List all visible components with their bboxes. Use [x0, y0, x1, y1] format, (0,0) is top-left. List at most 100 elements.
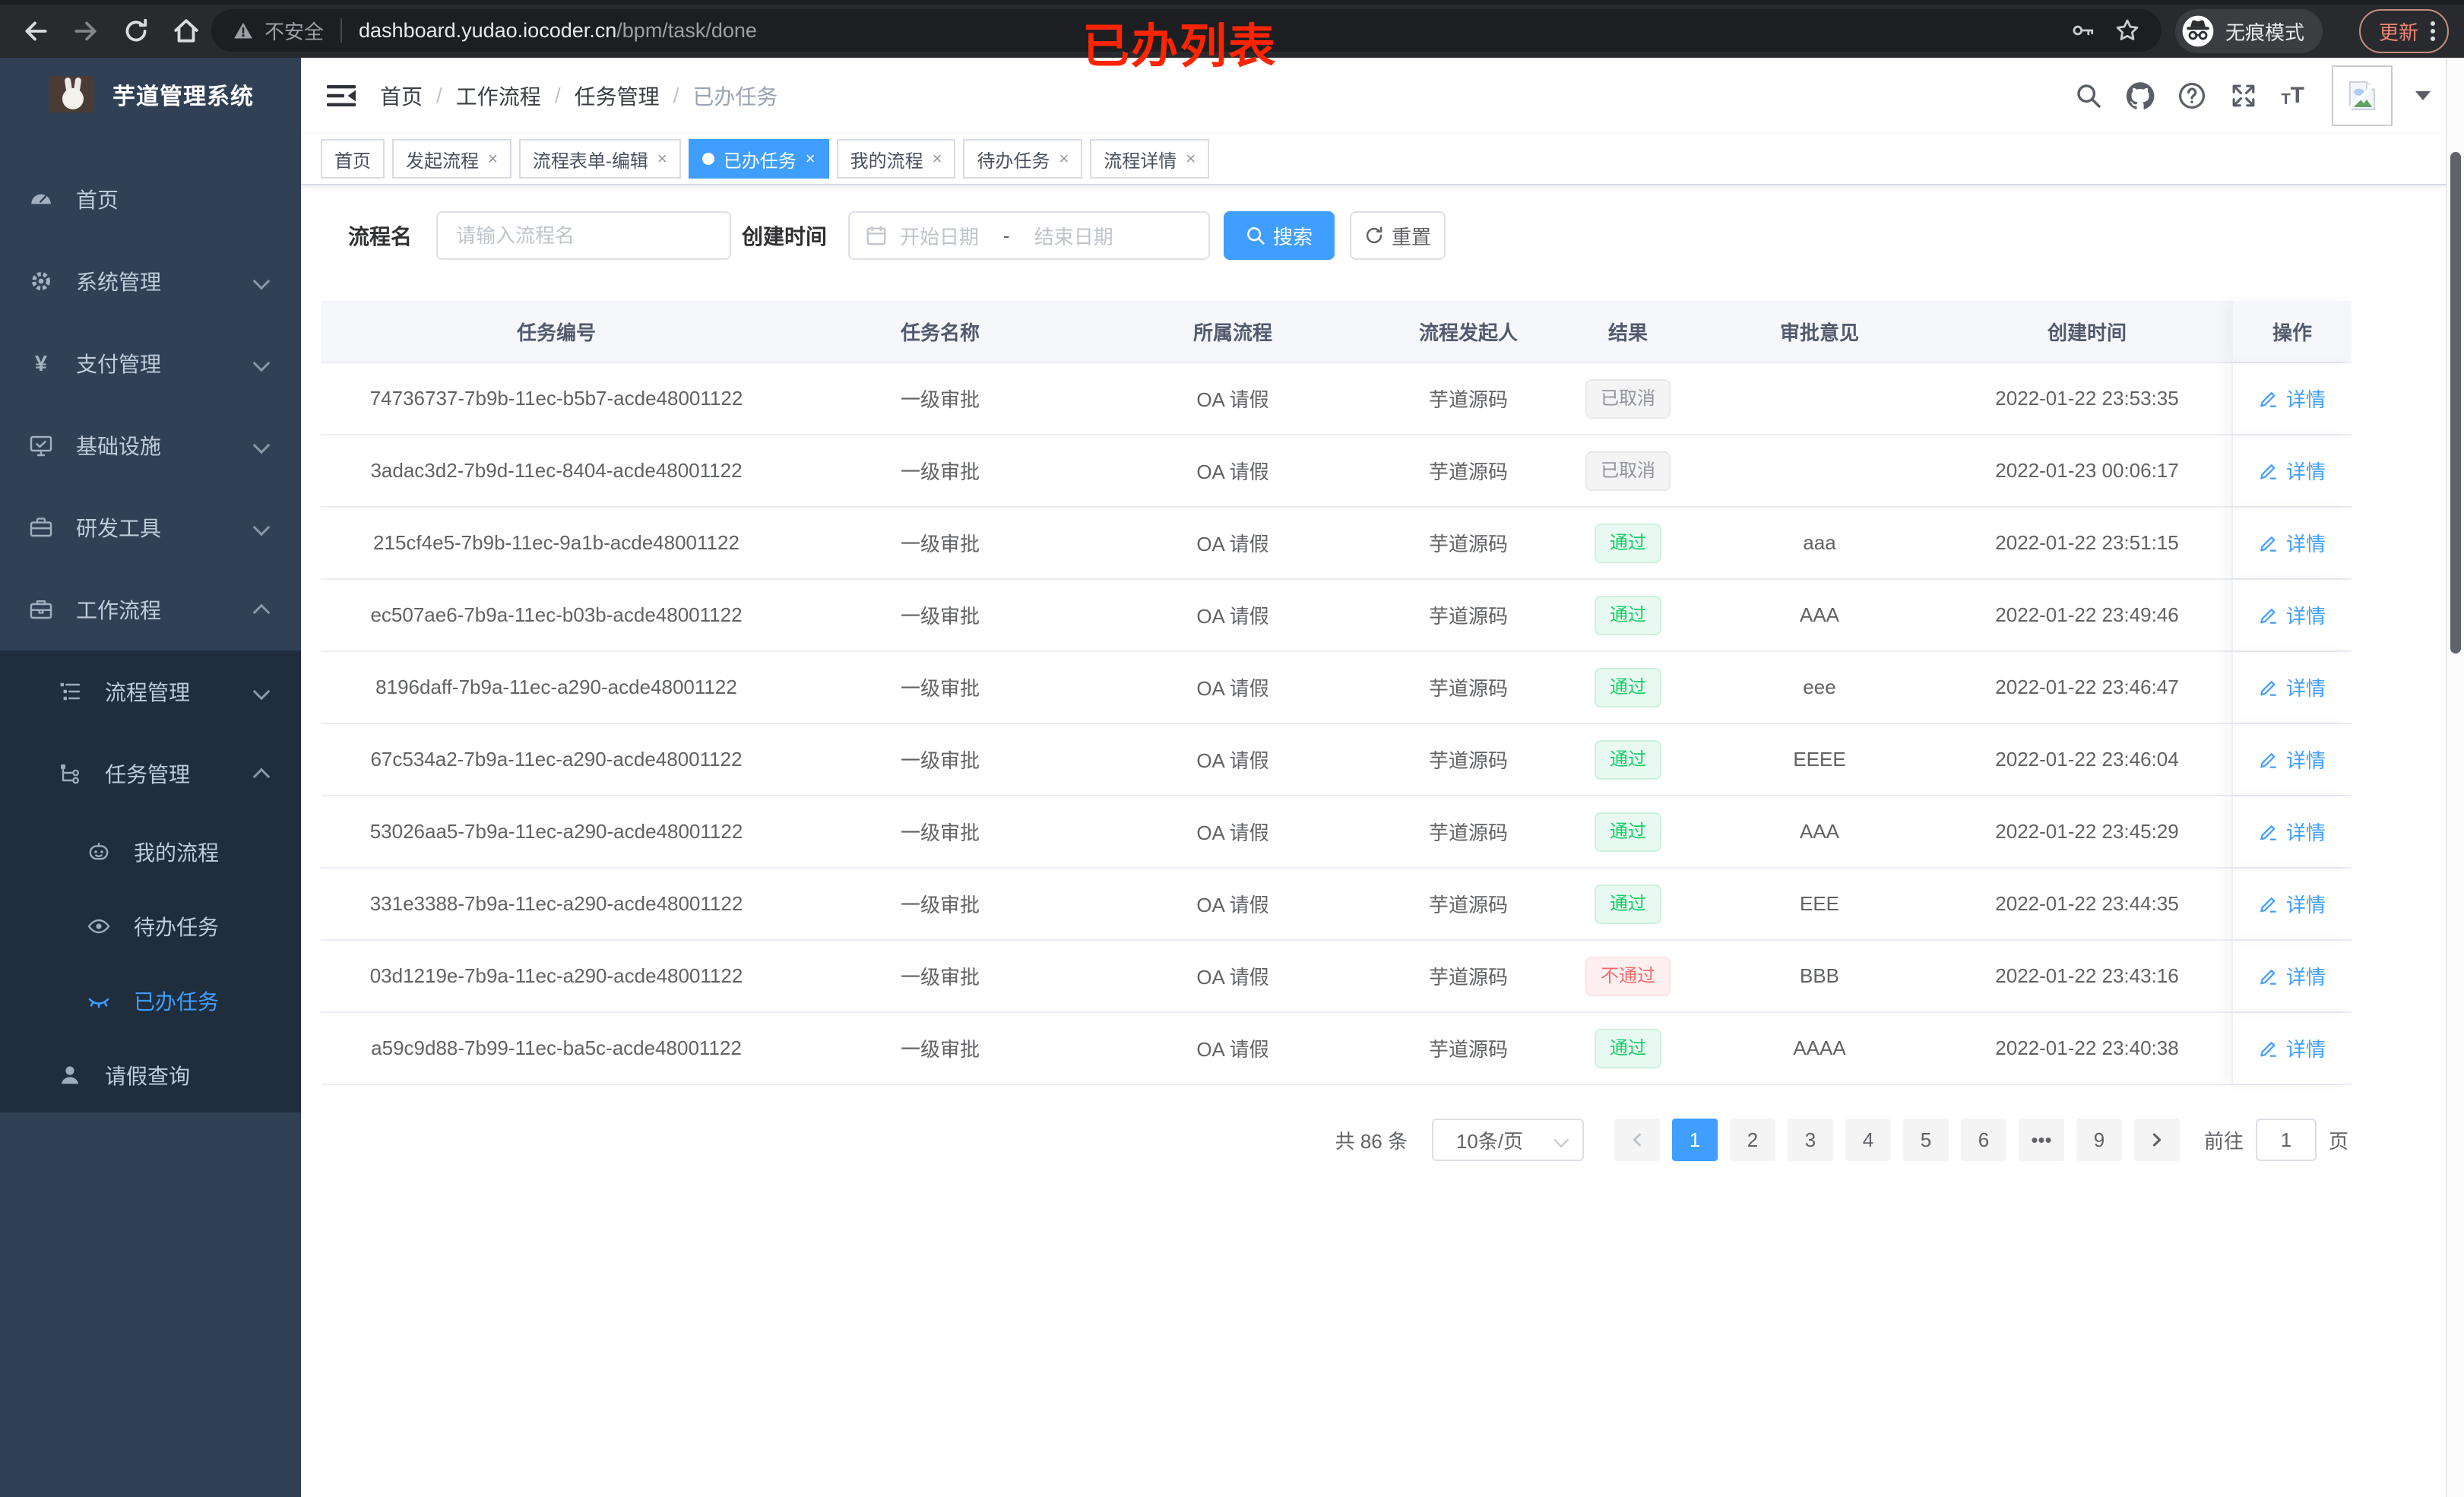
- app-logo[interactable]: 芋道管理系统: [0, 58, 301, 131]
- browser-update-button[interactable]: 更新: [2358, 9, 2449, 53]
- tab-6[interactable]: 流程详情 ×: [1090, 139, 1210, 179]
- browser-reload-icon[interactable]: [122, 17, 150, 46]
- chevron-up-icon: [252, 603, 271, 622]
- logo-image: [49, 76, 94, 112]
- cell-id: 53026aa5-7b9a-11ec-a290-acde48001122: [369, 820, 743, 843]
- tab-close-icon[interactable]: ×: [1186, 149, 1196, 168]
- sidebar-item-3[interactable]: 基础设施: [0, 404, 301, 486]
- sidebar-item-5[interactable]: 工作流程: [0, 568, 301, 650]
- sidebar-item-4[interactable]: 研发工具: [0, 486, 301, 568]
- sidebar-item-10[interactable]: 已办任务: [0, 964, 301, 1038]
- tab-3[interactable]: 已办任务 ×: [688, 139, 829, 179]
- result-badge: 通过: [1595, 595, 1661, 635]
- prev-page-button[interactable]: [1614, 1119, 1660, 1161]
- briefcase-icon: [29, 597, 53, 622]
- github-icon[interactable]: [2126, 81, 2155, 110]
- tab-2[interactable]: 流程表单-编辑 ×: [518, 139, 681, 179]
- page-button-3[interactable]: 3: [1787, 1119, 1833, 1161]
- process-name-input[interactable]: [436, 211, 732, 260]
- page-ellipsis[interactable]: •••: [2018, 1119, 2064, 1161]
- address-bar[interactable]: 不安全 dashboard.yudao.iocoder.cn/bpm/task/…: [211, 9, 2162, 52]
- page-button-2[interactable]: 2: [1729, 1119, 1775, 1161]
- detail-link[interactable]: 详情: [2259, 1034, 2326, 1062]
- cell-created: 2022-01-22 23:51:15: [1995, 531, 2179, 554]
- search-icon[interactable]: [2074, 81, 2103, 110]
- tab-1[interactable]: 发起流程 ×: [392, 139, 511, 179]
- goto-page-input[interactable]: [2255, 1119, 2317, 1161]
- tab-4[interactable]: 我的流程 ×: [836, 139, 956, 179]
- tab-close-icon[interactable]: ×: [657, 149, 667, 168]
- page-scrollbar: [2446, 58, 2464, 1497]
- breadcrumb-item-1[interactable]: 工作流程: [455, 85, 541, 109]
- page-button-1[interactable]: 1: [1671, 1119, 1718, 1161]
- cell-opinion: aaa: [1803, 531, 1836, 554]
- dashboard-icon: [29, 187, 53, 211]
- breadcrumb-item-0[interactable]: 首页: [380, 85, 423, 109]
- chevron-down-icon: [252, 436, 271, 454]
- detail-link-label: 详情: [2285, 460, 2326, 483]
- sidebar-item-1[interactable]: 系统管理: [0, 240, 301, 322]
- bookmark-star-icon[interactable]: [2114, 17, 2140, 43]
- cell-action: 详情: [2231, 580, 2352, 650]
- browser-back-icon[interactable]: [21, 17, 50, 46]
- page-button-9[interactable]: 9: [2076, 1119, 2122, 1161]
- sidebar-collapse-icon[interactable]: [327, 84, 356, 108]
- tab-close-icon[interactable]: ×: [805, 149, 816, 168]
- date-start-placeholder: 开始日期: [900, 225, 980, 248]
- scrollbar-thumb[interactable]: [2450, 152, 2461, 654]
- detail-link[interactable]: 详情: [2259, 890, 2326, 918]
- page-button-6[interactable]: 6: [1960, 1119, 2006, 1161]
- cell-process: OA 请假: [1196, 966, 1269, 989]
- date-range-picker[interactable]: 开始日期 - 结束日期: [848, 211, 1211, 260]
- help-icon[interactable]: [2177, 81, 2206, 110]
- browser-menu-icon[interactable]: [2431, 21, 2435, 41]
- search-button[interactable]: 搜索: [1224, 211, 1335, 260]
- sidebar-item-11[interactable]: 请假查询: [0, 1038, 301, 1112]
- browser-home-icon[interactable]: [172, 17, 201, 46]
- fullscreen-icon[interactable]: [2229, 81, 2258, 110]
- column-header-process: 所属流程: [1192, 321, 1272, 344]
- detail-link[interactable]: 详情: [2259, 457, 2326, 485]
- detail-link[interactable]: 详情: [2259, 601, 2326, 629]
- detail-link[interactable]: 详情: [2259, 673, 2326, 701]
- avatar[interactable]: [2332, 65, 2393, 126]
- detail-link[interactable]: 详情: [2259, 818, 2326, 846]
- cell-process: OA 请假: [1196, 677, 1269, 700]
- breadcrumb-item-2[interactable]: 任务管理: [574, 85, 660, 109]
- sidebar-item-2[interactable]: ¥ 支付管理: [0, 322, 301, 404]
- sidebar-item-8[interactable]: 我的流程: [0, 815, 301, 889]
- tab-0[interactable]: 首页: [321, 139, 385, 179]
- total-count: 共 86 条: [1335, 1129, 1408, 1153]
- avatar-dropdown-icon[interactable]: [2415, 91, 2431, 100]
- sidebar-item-6[interactable]: 流程管理: [0, 650, 301, 733]
- page-size-select[interactable]: 10条/页: [1431, 1119, 1584, 1161]
- cell-id: 3adac3d2-7b9d-11ec-8404-acde48001122: [370, 459, 743, 482]
- tab-close-icon[interactable]: ×: [932, 149, 942, 168]
- detail-link[interactable]: 详情: [2259, 745, 2326, 774]
- sidebar-item-7[interactable]: 任务管理: [0, 733, 301, 815]
- create-time-label: 创建时间: [742, 225, 828, 248]
- tab-close-icon[interactable]: ×: [1059, 149, 1069, 168]
- cell-opinion: BBB: [1799, 964, 1840, 987]
- breadcrumb-item-3: 已办任务: [692, 85, 778, 109]
- cell-process: OA 请假: [1196, 605, 1269, 628]
- sidebar-item-label: 支付管理: [76, 353, 162, 376]
- detail-link[interactable]: 详情: [2259, 529, 2326, 557]
- next-page-button[interactable]: [2133, 1119, 2180, 1161]
- reset-button[interactable]: 重置: [1350, 211, 1446, 260]
- sidebar-item-label: 基础设施: [76, 435, 162, 458]
- detail-link[interactable]: 详情: [2259, 962, 2326, 990]
- browser-forward-icon[interactable]: [71, 17, 100, 46]
- tab-5[interactable]: 待办任务 ×: [963, 139, 1083, 179]
- tab-close-icon[interactable]: ×: [488, 149, 498, 168]
- page-button-4[interactable]: 4: [1845, 1119, 1891, 1161]
- password-key-icon[interactable]: [2070, 17, 2096, 43]
- sidebar-item-9[interactable]: 待办任务: [0, 889, 301, 964]
- sidebar-item-0[interactable]: 首页: [0, 158, 301, 240]
- page-button-5[interactable]: 5: [1902, 1119, 1949, 1161]
- detail-link[interactable]: 详情: [2259, 385, 2326, 413]
- cell-action: 详情: [2231, 796, 2352, 867]
- cell-id: 67c534a2-7b9a-11ec-a290-acde48001122: [370, 748, 743, 771]
